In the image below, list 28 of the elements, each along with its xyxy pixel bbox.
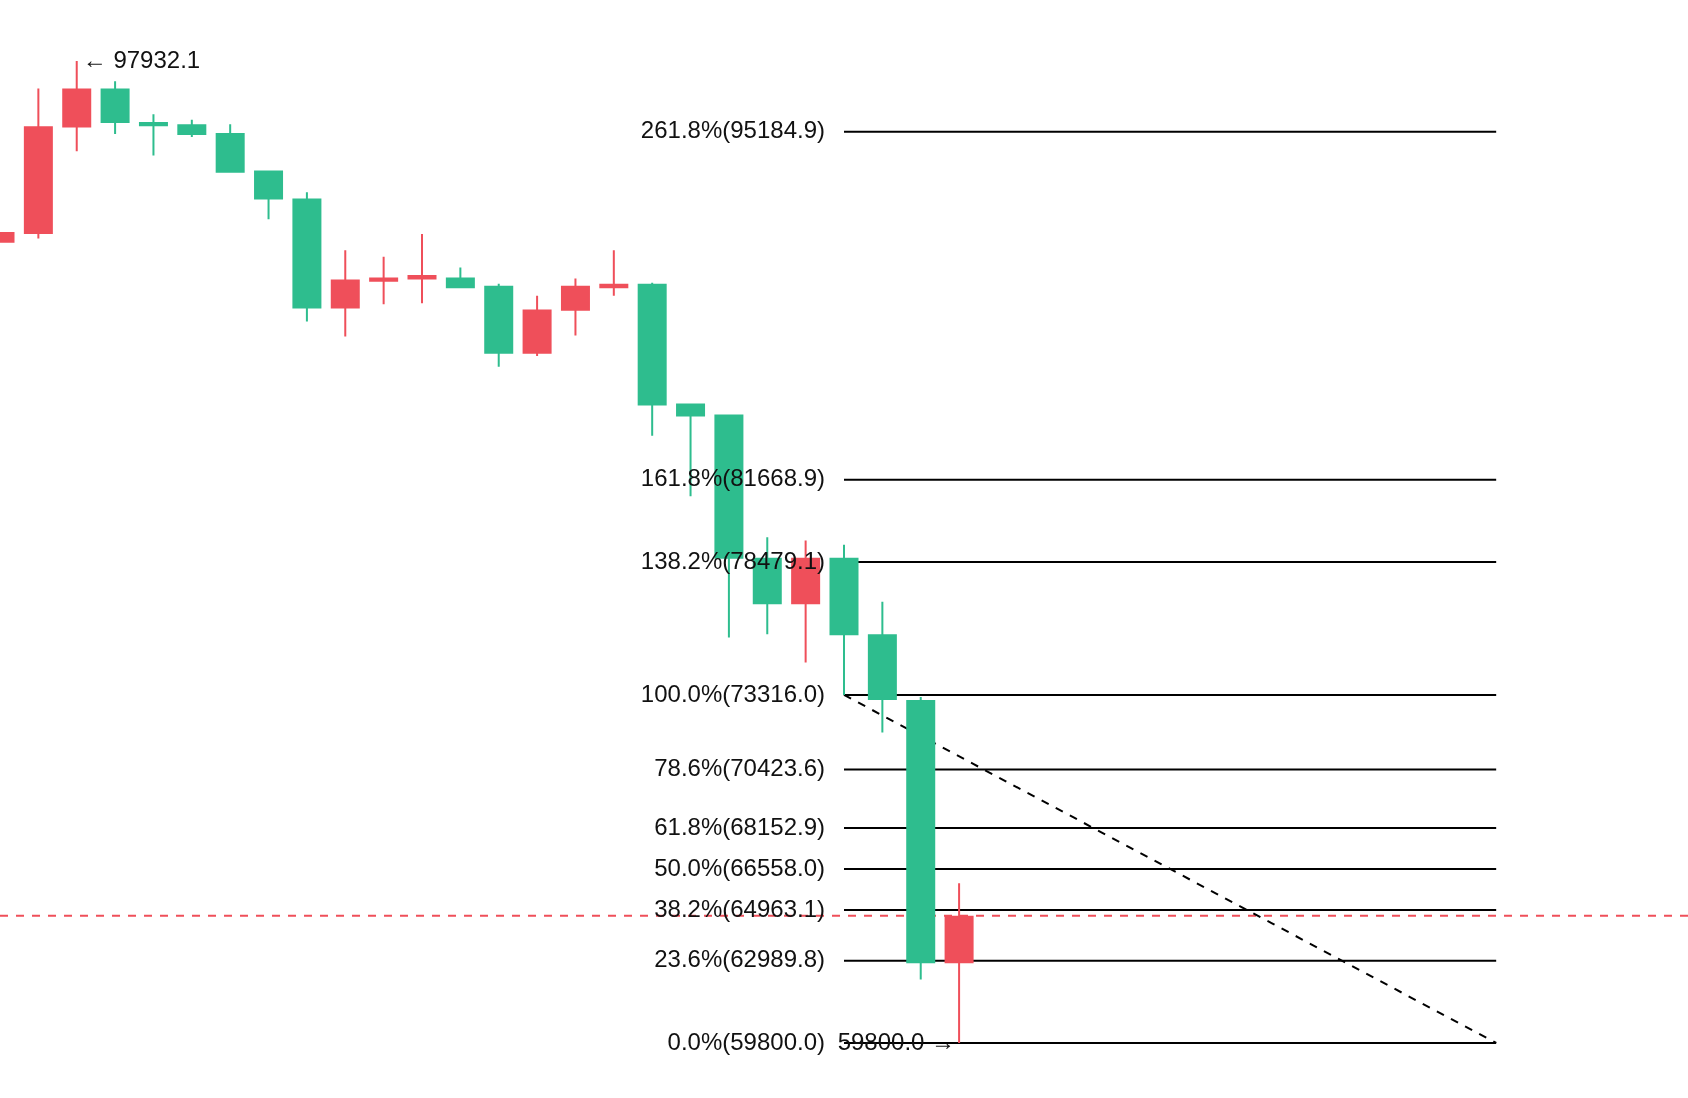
ref-line-label: 50.0%(66558.0) [654, 853, 825, 881]
candlestick [330, 250, 360, 337]
candlestick [138, 114, 168, 156]
candlestick [599, 250, 629, 296]
candlestick [254, 170, 284, 220]
candlestick [445, 267, 475, 289]
candlestick [215, 124, 245, 173]
candlestick [292, 192, 322, 322]
candlestick [177, 119, 207, 138]
annotation: ← 97932.1 [82, 45, 201, 73]
ref-line-label: 0.0%(59800.0) [667, 1027, 825, 1055]
ref-line-label: 38.2%(64963.1) [654, 894, 825, 922]
ref-line-label: 23.6%(62989.8) [654, 945, 825, 973]
ref-line-label: 61.8%(68152.9) [654, 812, 825, 840]
candlestick [906, 696, 936, 980]
candlestick [407, 234, 437, 304]
ref-line-label: 261.8%(95184.9) [640, 116, 825, 144]
ref-line-label: 78.6%(70423.6) [654, 754, 825, 782]
candlestick [369, 256, 399, 305]
candlestick [522, 295, 552, 356]
candlestick [100, 81, 130, 134]
candlestick [560, 278, 590, 336]
candlestick [23, 88, 53, 239]
candlestick [867, 601, 897, 733]
candlestick [637, 282, 667, 436]
candlestick [829, 544, 859, 695]
ref-line-label: 100.0%(73316.0) [640, 679, 825, 707]
candlestick [484, 283, 514, 367]
